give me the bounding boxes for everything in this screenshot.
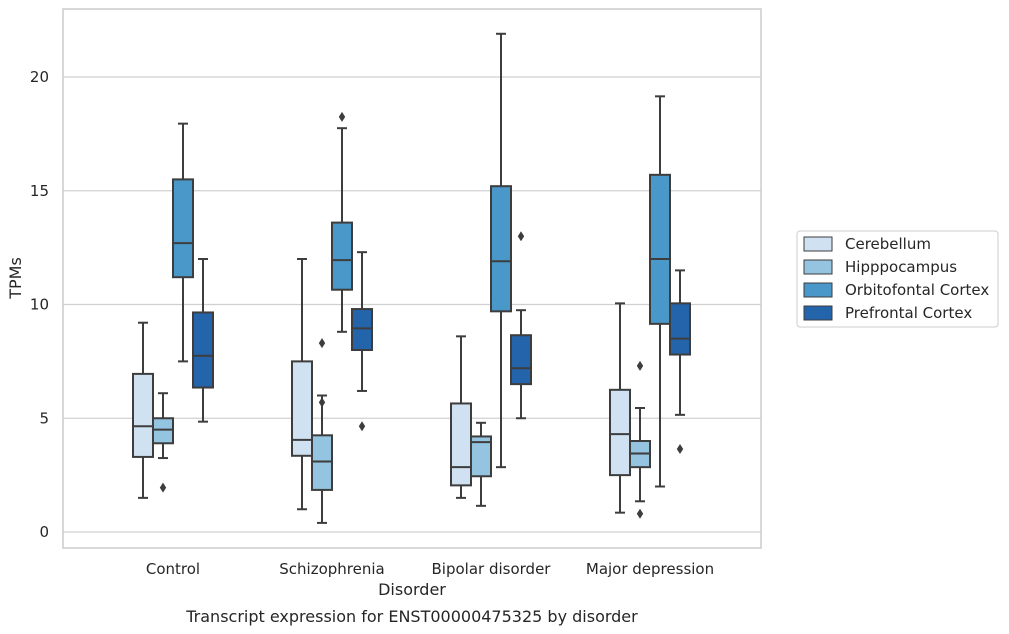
outlier-point [358,421,366,432]
box-iqr [669,302,691,356]
outlier-point [318,397,326,408]
box-iqr [331,221,353,291]
legend-label: Cerebellum [845,235,931,253]
outlier-point [676,443,684,454]
y-tick-label: 0 [39,523,49,541]
x-tick-labels: Control Schizophrenia Bipolar disorder Majo… [146,560,714,578]
box-iqr [649,173,671,325]
boxplot-groups [132,32,691,524]
box-iqr [311,434,333,491]
legend-label: Hipppocampus [845,258,957,276]
box-iqr [470,435,492,478]
y-tick-labels: 0 5 10 15 20 [30,68,49,541]
outlier-point [338,111,346,122]
box-orbitofontal-cortex [172,122,194,363]
outlier-point [159,482,167,493]
legend-swatch [803,236,833,252]
box-iqr [351,308,373,351]
x-axis-label: Disorder [378,580,446,599]
legend-swatch [803,305,833,321]
x-tick-label: Control [146,560,200,578]
y-tick-label: 20 [30,68,49,86]
box-hipppocampus [311,338,333,524]
y-axis-label: TPMs [6,257,25,300]
outlier-point [318,338,326,349]
box-iqr [172,178,194,279]
outlier-point [636,360,644,371]
outlier-point [636,508,644,519]
box-prefrontal-cortex [192,258,214,423]
legend-swatch [803,259,833,275]
box-prefrontal-cortex [510,231,532,420]
x-tick-label: Major depression [586,560,714,578]
box-cerebellum [450,335,472,499]
chart-caption: Transcript expression for ENST0000047532… [185,607,638,626]
box-iqr [291,360,313,457]
legend-label: Prefrontal Cortex [845,304,972,322]
box-iqr [152,417,174,445]
box-hipppocampus [152,392,174,493]
box-cerebellum [132,321,154,499]
box-iqr [510,334,532,386]
y-tick-label: 10 [30,296,49,314]
box-iqr [132,372,154,458]
box-orbitofontal-cortex [490,32,512,469]
x-tick-label: Bipolar disorder [432,560,552,578]
box-cerebellum [609,302,631,514]
box-prefrontal-cortex [669,269,691,454]
x-tick-label: Schizophrenia [279,560,384,578]
box-prefrontal-cortex [351,251,373,432]
plot-frame [62,8,762,549]
box-hipppocampus [470,421,492,507]
outlier-point [517,231,525,242]
box-iqr [609,388,631,477]
box-orbitofontal-cortex [331,111,353,333]
box-iqr [192,311,214,389]
box-orbitofontal-cortex [649,95,671,488]
legend-label: Orbitofontal Cortex [845,281,989,299]
y-tick-label: 5 [39,409,49,427]
box-cerebellum [291,258,313,511]
legend: Cerebellum Hipppocampus Orbitofontal Corte… [796,230,999,328]
box-hipppocampus [629,360,651,519]
box-iqr [490,185,512,313]
legend-frame [796,230,999,328]
box-iqr [450,402,472,487]
legend-swatch [803,282,833,298]
y-tick-label: 15 [30,182,49,200]
